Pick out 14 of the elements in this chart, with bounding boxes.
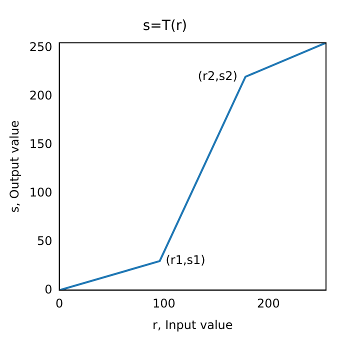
y-axis-title: s, Output value: [7, 120, 22, 213]
x-tick-label: 100: [152, 296, 176, 311]
chart-title: s=T(r): [142, 18, 188, 34]
x-axis-title: r, Input value: [152, 318, 233, 332]
y-tick-label: 50: [37, 234, 52, 248]
annotation: (r2,s2): [198, 68, 238, 83]
x-tick-label: 0: [55, 296, 64, 311]
y-tick-label: 0: [44, 282, 52, 296]
y-tick-label: 100: [29, 185, 52, 200]
y-tick-label: 150: [29, 136, 52, 151]
y-tick-label: 200: [29, 88, 52, 102]
x-tick-label: 200: [257, 296, 280, 311]
y-tick-label: 250: [29, 40, 52, 54]
annotation: (r1,s1): [166, 253, 206, 268]
